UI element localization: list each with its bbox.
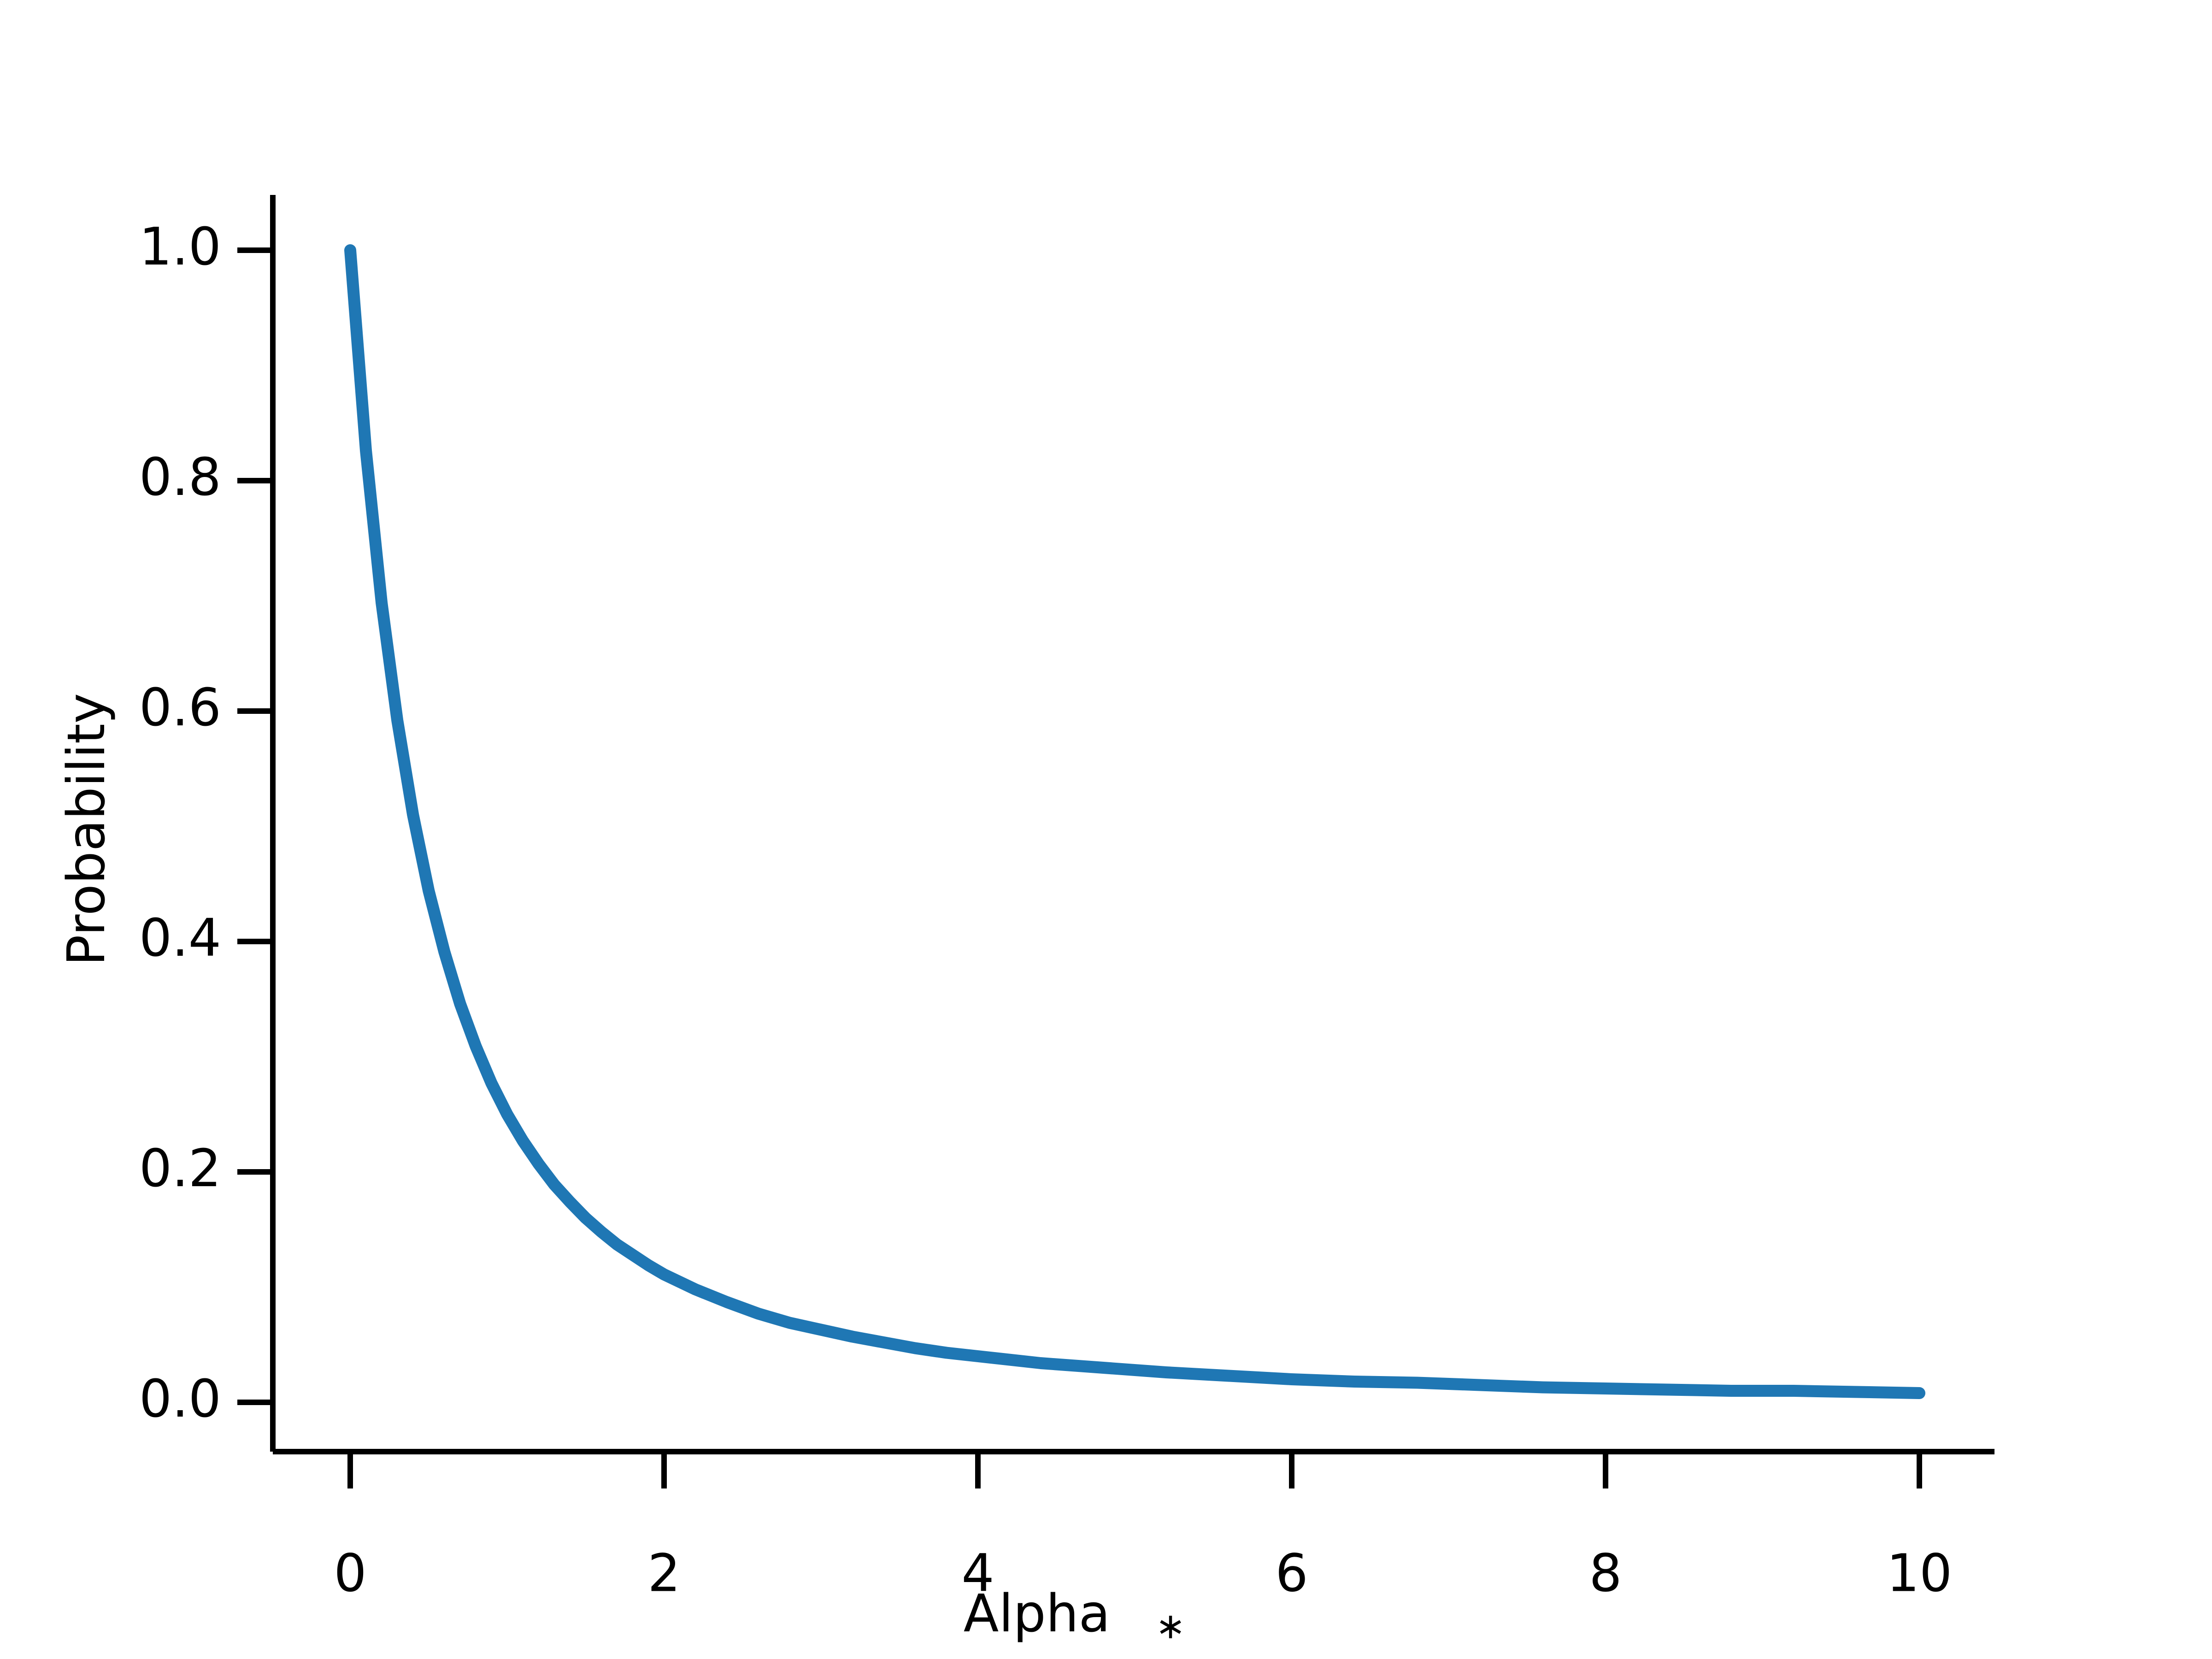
y-tick-label-5: 1.0 <box>139 217 221 277</box>
y-axis-ticks <box>237 247 273 1405</box>
x-axis-ticks <box>347 1452 1922 1488</box>
y-tick-label-4: 0.8 <box>139 447 221 507</box>
y-tick-label-1: 0.2 <box>139 1139 221 1199</box>
y-tick-label-2: 0.4 <box>139 908 221 968</box>
x-tick-label-0: 0 <box>334 1543 366 1603</box>
y-axis-tick-labels: 0.0 0.2 0.4 0.6 0.8 1.0 <box>139 217 221 1429</box>
x-axis-label-star: ∗ <box>1155 1606 1185 1647</box>
x-axis-tick-labels: 0 2 4 6 8 10 <box>334 1543 1952 1603</box>
x-tick-label-1: 2 <box>647 1543 680 1603</box>
data-line-probability <box>344 244 1925 1399</box>
x-tick-label-3: 6 <box>1275 1543 1308 1603</box>
x-tick-label-4: 8 <box>1589 1543 1622 1603</box>
x-tick-label-5: 10 <box>1887 1543 1953 1603</box>
x-tick-label-2: 4 <box>961 1543 994 1603</box>
x-axis-label: Alpha <box>964 1584 1110 1644</box>
y-axis-label: Probability <box>57 693 117 966</box>
y-tick-label-0: 0.0 <box>139 1369 221 1429</box>
y-tick-label-3: 0.6 <box>139 678 221 738</box>
